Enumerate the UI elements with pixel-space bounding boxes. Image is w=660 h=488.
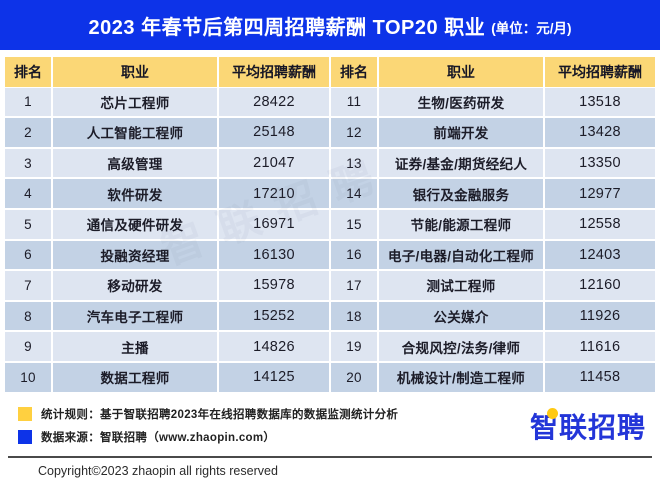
table-row-5-rank: 5 — [5, 209, 51, 239]
table-row-9-salary: 14826 — [219, 332, 329, 361]
table-row-5-salary: 16971 — [219, 209, 329, 239]
footer: 统计规则：基于智联招聘2023年在线招聘数据库的数据监测统计分析 数据来源：智联… — [0, 404, 660, 488]
footnote-data-source: 数据来源：智联招聘（www.zhaopin.com） — [18, 429, 398, 445]
table-row-12-rank: 12 — [331, 118, 377, 147]
footer-divider — [8, 455, 652, 458]
table-row-6-job: 投融资经理 — [53, 240, 217, 270]
table-row-9-job: 主播 — [53, 332, 217, 361]
table-row-10-rank: 10 — [5, 362, 51, 392]
table-row-12-salary: 13428 — [545, 118, 655, 147]
table-row-14-salary: 12977 — [545, 179, 655, 208]
table-row-10-job: 数据工程师 — [53, 362, 217, 392]
table-row-12-job: 前端开发 — [379, 118, 543, 147]
zhaopin-logo: 智联招聘 — [530, 404, 646, 448]
table-row-19-salary: 11616 — [545, 332, 655, 361]
table-row-8-job: 汽车电子工程师 — [53, 301, 217, 331]
table-row-13-salary: 13350 — [545, 148, 655, 178]
table-row-14-job: 银行及金融服务 — [379, 179, 543, 208]
column-header-job-left: 职业 — [53, 57, 217, 87]
table-row-18-salary: 11926 — [545, 301, 655, 331]
table-row-15-salary: 12558 — [545, 209, 655, 239]
table-row-6-salary: 16130 — [219, 240, 329, 270]
table-row-10-salary: 14125 — [219, 362, 329, 392]
table-row-11-salary: 13518 — [545, 87, 655, 117]
table-row-4-salary: 17210 — [219, 179, 329, 208]
table-row-16-salary: 12403 — [545, 240, 655, 270]
table-row-18-job: 公关媒介 — [379, 301, 543, 331]
footnote-statistics-rule-text: 统计规则：基于智联招聘2023年在线招聘数据库的数据监测统计分析 — [41, 408, 399, 421]
title-bar: 2023 年春节后第四周招聘薪酬 TOP20 职业 (单位：元/月) — [0, 0, 660, 50]
page-title: 2023 年春节后第四周招聘薪酬 TOP20 职业 — [88, 16, 486, 39]
table-row-11-job: 生物/医药研发 — [379, 87, 543, 117]
table-row-6-rank: 6 — [5, 240, 51, 270]
copyright-text: Copyright©2023 zhaopin all rights reserv… — [38, 463, 278, 478]
table-row-1-salary: 28422 — [219, 87, 329, 117]
table-row-5-job: 通信及硬件研发 — [53, 209, 217, 239]
table-row-17-rank: 17 — [331, 271, 377, 300]
yellow-square-icon — [18, 406, 32, 421]
table-row-2-job: 人工智能工程师 — [53, 118, 217, 147]
table-row-17-salary: 12160 — [545, 271, 655, 300]
column-header-rank-right: 排名 — [331, 57, 377, 87]
table-row-7-job: 移动研发 — [53, 271, 217, 300]
table-row-16-rank: 16 — [331, 240, 377, 270]
table-row-20-rank: 20 — [331, 362, 377, 392]
table-row-13-rank: 13 — [331, 148, 377, 178]
table-row-19-rank: 19 — [331, 332, 377, 361]
table-row-14-rank: 14 — [331, 179, 377, 208]
table-row-8-rank: 8 — [5, 301, 51, 331]
footnote-statistics-rule: 统计规则：基于智联招聘2023年在线招聘数据库的数据监测统计分析 — [18, 406, 398, 422]
column-header-salary-left: 平均招聘薪酬 — [219, 57, 329, 87]
footnotes: 统计规则：基于智联招聘2023年在线招聘数据库的数据监测统计分析 数据来源：智联… — [18, 406, 398, 452]
table-row-7-rank: 7 — [5, 271, 51, 300]
title-unit-label: (单位：元/月) — [491, 20, 572, 36]
table-row-3-salary: 21047 — [219, 148, 329, 178]
table-right-body: 排名 职业 平均招聘薪酬 11 生物/医药研发 13518 12 前端开发 13428 13… — [331, 57, 655, 392]
table-row-19-job: 合规风控/法务/律师 — [379, 332, 543, 361]
table-row-3-job: 高级管理 — [53, 148, 217, 178]
table-row-20-job: 机械设计/制造工程师 — [379, 362, 543, 392]
table-row-8-salary: 15252 — [219, 301, 329, 331]
table-row-18-rank: 18 — [331, 301, 377, 331]
table-row-3-rank: 3 — [5, 148, 51, 178]
column-header-job-right: 职业 — [379, 57, 543, 87]
table-row-15-job: 节能/能源工程师 — [379, 209, 543, 239]
table-row-11-rank: 11 — [331, 87, 377, 117]
table-row-1-rank: 1 — [5, 87, 51, 117]
table-left-body: 排名 职业 平均招聘薪酬 1 芯片工程师 28422 2 人工智能工程师 25148 3 高级… — [5, 57, 329, 392]
column-header-salary-right: 平均招聘薪酬 — [545, 57, 655, 87]
table-row-16-job: 电子/电器/自动化工程师 — [379, 240, 543, 270]
table-row-17-job: 测试工程师 — [379, 271, 543, 300]
blue-square-icon — [18, 429, 32, 444]
table-row-15-rank: 15 — [331, 209, 377, 239]
table-row-4-job: 软件研发 — [53, 179, 217, 208]
table-row-9-rank: 9 — [5, 332, 51, 361]
table-row-20-salary: 11458 — [545, 362, 655, 392]
table-row-2-rank: 2 — [5, 118, 51, 147]
ranking-tables: 智联招聘 排名 职业 平均招聘薪酬 1芯片工程师284222人工智能工程师251… — [5, 57, 655, 392]
footnote-data-source-text: 数据来源：智联招聘（www.zhaopin.com） — [41, 431, 276, 444]
table-row-1-job: 芯片工程师 — [53, 87, 217, 117]
table-row-13-job: 证券/基金/期货经纪人 — [379, 148, 543, 178]
table-row-4-rank: 4 — [5, 179, 51, 208]
table-row-2-salary: 25148 — [219, 118, 329, 147]
table-row-7-salary: 15978 — [219, 271, 329, 300]
column-header-rank-left: 排名 — [5, 57, 51, 87]
logo-dot-icon — [546, 407, 558, 419]
